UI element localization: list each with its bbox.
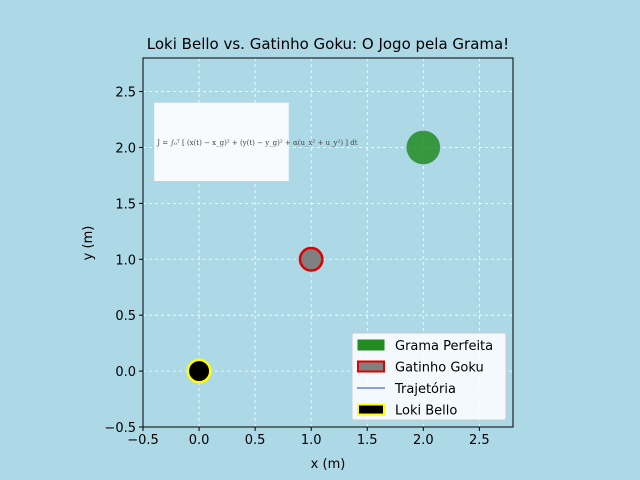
y-tick-label: 2.0	[115, 141, 136, 156]
x-tick-label: 0.0	[189, 433, 210, 448]
legend-handle-gatinho-goku	[357, 360, 385, 373]
x-axis-label: x (m)	[311, 457, 346, 472]
y-tick-label: 1.0	[115, 253, 136, 268]
marker-grama-perfeita	[406, 130, 441, 165]
axes-frame	[142, 57, 514, 428]
y-tick-label: 2.5	[115, 86, 136, 101]
y-axis-label: y (m)	[81, 226, 96, 261]
y-tick-label: −0.5	[104, 421, 136, 436]
x-tick-label: 2.5	[469, 433, 490, 448]
marker-gatinho-goku	[298, 246, 324, 272]
y-tick-label: 0.5	[115, 309, 136, 324]
plot-area: J = ∫₀ᵀ [ (x(t) − x_g)² + (y(t) − y_g)² …	[104, 57, 514, 448]
x-tick-label: −0.5	[127, 433, 159, 448]
legend-handle-grama-perfeita	[357, 339, 385, 351]
legend-label-gatinho-goku: Gatinho Goku	[395, 361, 484, 376]
chart-title: Loki Bello vs. Gatinho Goku: O Jogo pela…	[147, 35, 509, 53]
formula-text: J = ∫₀ᵀ [ (x(t) − x_g)² + (y(t) − y_g)² …	[156, 139, 358, 147]
marker-loki-bello	[186, 358, 212, 384]
legend-label-loki-bello: Loki Bello	[395, 404, 457, 419]
legend-box	[351, 332, 507, 421]
x-tick-label: 1.5	[357, 433, 378, 448]
y-tick-label: 1.5	[115, 197, 136, 212]
x-tick-label: 1.0	[301, 433, 322, 448]
formula-box	[154, 102, 289, 181]
legend-label-grama-perfeita: Grama Perfeita	[395, 339, 493, 354]
x-tick-label: 0.5	[245, 433, 266, 448]
y-tick-label: 0.0	[115, 365, 136, 380]
legend-handle-loki-bello	[357, 403, 385, 416]
legend-label-trajet-ria: Trajetória	[394, 382, 456, 397]
x-tick-label: 2.0	[413, 433, 434, 448]
